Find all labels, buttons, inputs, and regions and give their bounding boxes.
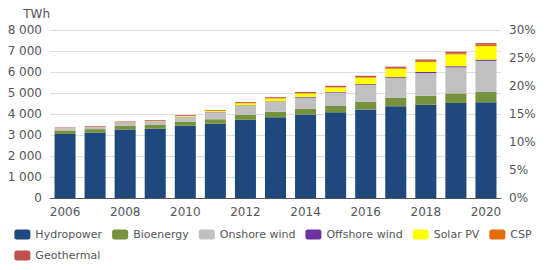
svg-text:5%: 5% — [509, 163, 528, 177]
svg-text:0%: 0% — [509, 191, 528, 205]
svg-text:8 000: 8 000 — [8, 23, 42, 37]
svg-text:10%: 10% — [509, 135, 536, 149]
svg-text:CSP: CSP — [510, 228, 532, 241]
svg-text:1 000: 1 000 — [8, 170, 42, 184]
svg-text:Offshore wind: Offshore wind — [326, 228, 402, 241]
svg-text:7 000: 7 000 — [8, 44, 42, 58]
svg-text:Solar PV: Solar PV — [434, 228, 480, 241]
svg-text:2014: 2014 — [290, 205, 321, 219]
svg-text:0: 0 — [34, 191, 42, 205]
svg-text:3 000: 3 000 — [8, 128, 42, 142]
svg-text:2016: 2016 — [350, 205, 381, 219]
svg-text:Hydropower: Hydropower — [35, 228, 102, 241]
svg-text:25%: 25% — [509, 51, 536, 65]
svg-text:6 000: 6 000 — [8, 65, 42, 79]
svg-text:5 000: 5 000 — [8, 86, 42, 100]
svg-text:20%: 20% — [509, 79, 536, 93]
svg-text:Geothermal: Geothermal — [35, 249, 100, 262]
svg-text:TWh: TWh — [22, 7, 50, 21]
svg-text:2006: 2006 — [50, 205, 81, 219]
svg-text:Bioenergy: Bioenergy — [133, 228, 189, 241]
svg-text:2020: 2020 — [471, 205, 502, 219]
svg-text:2012: 2012 — [230, 205, 261, 219]
svg-text:2008: 2008 — [110, 205, 141, 219]
svg-text:2010: 2010 — [170, 205, 201, 219]
svg-text:4 000: 4 000 — [8, 107, 42, 121]
svg-text:30%: 30% — [509, 23, 536, 37]
svg-text:15%: 15% — [509, 107, 536, 121]
svg-text:2018: 2018 — [411, 205, 442, 219]
svg-text:2 000: 2 000 — [8, 149, 42, 163]
svg-text:Onshore wind: Onshore wind — [220, 228, 296, 241]
